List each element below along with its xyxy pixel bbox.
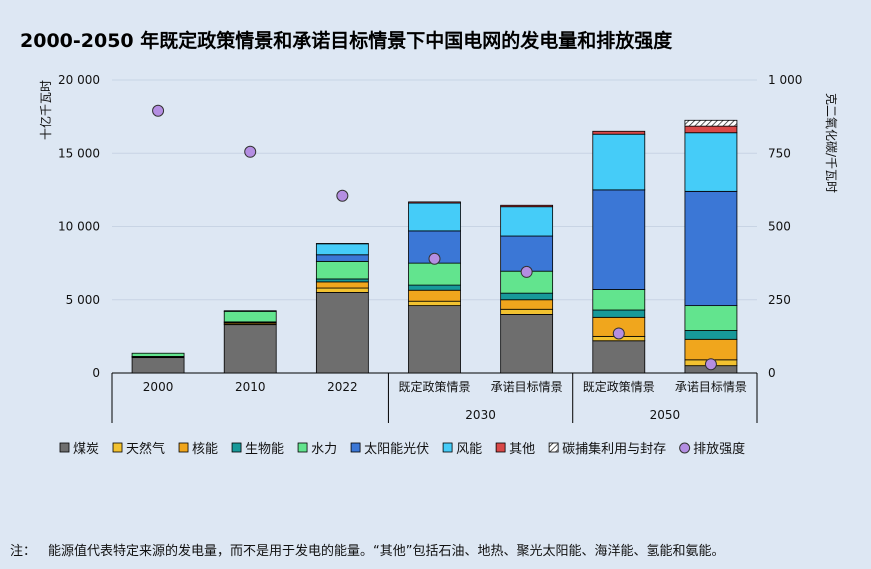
bar-segment	[500, 308, 554, 315]
bar-segment	[500, 292, 554, 301]
category-label: 2000	[143, 380, 174, 394]
emission-point	[612, 327, 625, 340]
category-label: 2010	[235, 380, 266, 394]
bar-segment	[500, 299, 554, 310]
y2-axis-title: 克二氧化碳/千瓦时	[824, 93, 838, 193]
bar-segment	[684, 119, 738, 127]
legend-marker	[679, 442, 691, 454]
legend-swatch	[178, 442, 189, 453]
y2-tick-label: 250	[768, 293, 791, 307]
legend-label: 天然气	[126, 441, 165, 457]
bar-segment	[500, 313, 554, 374]
bar-segment	[684, 305, 738, 331]
y-axis-title: 十亿千瓦时	[38, 80, 53, 140]
y-tick-label: 15 000	[58, 146, 100, 160]
legend-label: 其他	[509, 442, 535, 457]
bar-segment	[131, 357, 185, 374]
bar-segment	[408, 202, 461, 232]
emission-point	[704, 358, 717, 371]
bar-segment	[684, 338, 738, 361]
bar-segment	[315, 254, 369, 262]
legend-label: 煤炭	[73, 442, 99, 457]
bar-segment	[223, 324, 277, 374]
y-tick-label: 10 000	[58, 220, 100, 234]
bar-segment	[408, 289, 461, 302]
bar-segment	[592, 289, 646, 311]
axes: 20 000 15 000 10 000 5 000 0 1 000 750 500 250 0 十…	[38, 73, 838, 380]
category-label: 既定政策情景	[398, 379, 470, 394]
category-labels: 2000 2010 2022 既定政策情景 承诺目标情景 既定政策情景 承诺目标情景 2030…	[111, 373, 758, 423]
category-label: 既定政策情景	[583, 379, 655, 394]
legend-label: 碳捕集利用与封存	[562, 441, 666, 457]
emission-point	[152, 104, 165, 117]
emission-point	[244, 145, 257, 158]
bar-segment	[223, 310, 277, 312]
bar-segment	[315, 278, 369, 283]
bar-segment	[315, 292, 369, 374]
y2-tick-label: 0	[768, 366, 776, 380]
y2-tick-label: 500	[768, 220, 791, 234]
y-tick-label: 0	[92, 366, 100, 380]
bar-segment	[315, 281, 369, 289]
category-label: 承诺目标情景	[675, 380, 747, 394]
emission-point	[428, 252, 441, 265]
bar-segment	[592, 340, 646, 374]
legend-swatch	[112, 442, 123, 453]
category-label: 2022	[327, 380, 358, 394]
bar-segment	[408, 201, 461, 204]
group-label: 2030	[465, 408, 496, 422]
legend-label: 排放强度	[693, 441, 745, 457]
bar-segment	[408, 284, 461, 291]
legend-swatch	[442, 442, 453, 453]
legend-swatch	[350, 442, 361, 453]
chart-title: 2000-2050 年既定政策情景和承诺目标情景下中国电网的发电量和排放强度	[20, 30, 673, 52]
legend-label: 水力	[311, 442, 337, 457]
footnote-text: 能源值代表特定来源的发电量，而不是用于发电的能量。“其他”包括石油、地热、聚光太…	[48, 544, 725, 559]
legend-label: 生物能	[245, 442, 284, 457]
legend-swatch	[495, 442, 506, 453]
y-tick-label: 20 000	[58, 73, 100, 87]
legend-swatch	[548, 442, 559, 453]
bar-segment	[315, 260, 369, 280]
bar-segment	[592, 133, 646, 191]
legend-label: 太阳能光伏	[364, 442, 429, 457]
y2-tick-label: 1 000	[768, 73, 802, 87]
emission-point	[336, 189, 349, 202]
bar-segment	[500, 206, 554, 237]
legend-label: 风能	[456, 442, 482, 457]
legend: 煤炭 天然气 核能 生物能 水力 太阳能光伏 风能 其他 碳捕集利用与封存 排放强度	[59, 441, 745, 457]
bar-segment	[408, 305, 461, 374]
bar-segment	[408, 262, 461, 286]
y-tick-label: 5 000	[66, 293, 100, 307]
bar-segment	[592, 309, 646, 318]
bar-segment	[592, 189, 646, 290]
legend-label: 核能	[192, 442, 218, 457]
bar-segment	[592, 130, 646, 135]
category-label: 承诺目标情景	[491, 380, 563, 394]
bar-segment	[315, 243, 369, 256]
bar-segment	[315, 287, 369, 293]
bar-segment	[223, 310, 277, 323]
bar-segment	[500, 204, 554, 208]
group-label: 2050	[650, 408, 681, 422]
bar-segment	[684, 330, 738, 340]
bar-segment	[684, 190, 738, 307]
chart-svg: 20 000 15 000 10 000 5 000 0 1 000 750 500 250 0 十…	[38, 73, 838, 457]
emission-point	[520, 265, 533, 278]
legend-swatch	[59, 442, 70, 453]
bar-segment	[684, 125, 738, 134]
bar-segment	[408, 300, 461, 307]
bar-segment	[500, 235, 554, 272]
footnote-label: 注：	[10, 544, 37, 559]
legend-swatch	[297, 442, 308, 453]
footnote: 注： 能源值代表特定来源的发电量，而不是用于发电的能量。“其他”包括石油、地热、聚…	[10, 540, 724, 559]
bar-segment	[684, 132, 738, 192]
y2-tick-label: 750	[768, 146, 791, 160]
emission-points	[152, 104, 717, 371]
bar-segment	[131, 352, 185, 357]
bars	[131, 119, 738, 374]
legend-swatch	[231, 442, 242, 453]
